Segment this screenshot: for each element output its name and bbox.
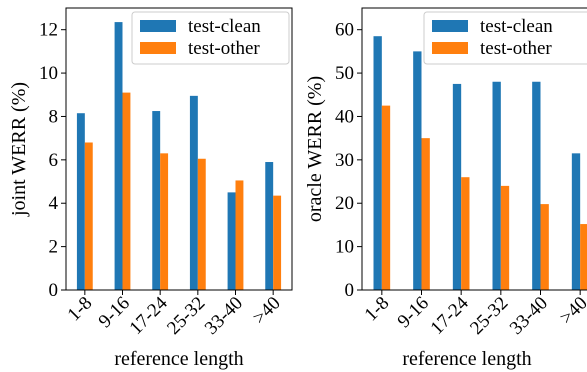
x-tick-label: 9-16	[394, 293, 433, 332]
bar-test-clean-9-16	[413, 51, 422, 290]
bar-test-other->40	[580, 224, 587, 290]
bar-test-clean-25-32	[189, 95, 198, 290]
bar-test-clean-1-8	[373, 36, 382, 291]
legend-swatch-test-clean	[432, 20, 468, 32]
y-axis-title: joint WERR (%)	[8, 82, 30, 217]
bar-test-other-17-24	[160, 153, 169, 290]
y-tick-label: 4	[49, 193, 59, 214]
bar-test-clean->40	[571, 153, 581, 290]
x-tick-label: >40	[556, 293, 587, 329]
y-tick-label: 8	[49, 106, 59, 127]
legend-swatch-test-other	[432, 42, 468, 54]
legend-label-test-clean: test-clean	[188, 16, 261, 37]
y-tick-label: 10	[335, 237, 354, 258]
bar-test-clean-33-40	[227, 192, 236, 290]
x-tick-label: 1-8	[361, 293, 394, 326]
bar-test-other-33-40	[235, 180, 244, 290]
x-tick-label: 33-40	[201, 293, 247, 339]
y-tick-label: 0	[49, 280, 59, 301]
bar-test-clean-1-8	[76, 113, 85, 291]
y-tick-label: 10	[39, 63, 58, 84]
plot-frame	[65, 7, 293, 291]
legend-swatch-test-clean	[140, 20, 176, 32]
bar-test-clean->40	[265, 162, 274, 290]
bar-test-other->40	[273, 195, 282, 290]
y-axis-title: oracle WERR (%)	[304, 76, 326, 222]
bar-test-other-9-16	[122, 92, 131, 290]
x-tick-label: 25-32	[163, 293, 209, 339]
legend-label-test-other: test-other	[480, 38, 552, 59]
bar-test-clean-33-40	[532, 81, 541, 290]
y-tick-label: 2	[49, 237, 59, 258]
x-tick-label: 17-24	[427, 292, 474, 339]
y-tick-label: 50	[335, 63, 354, 84]
bar-test-other-9-16	[421, 138, 430, 290]
x-axis-title: reference length	[114, 348, 243, 370]
bar-test-clean-25-32	[492, 81, 501, 290]
legend-label-test-clean: test-clean	[480, 16, 553, 37]
y-tick-label: 40	[335, 106, 354, 127]
plot-frame	[361, 7, 587, 291]
y-tick-label: 30	[335, 150, 354, 171]
bar-test-clean-9-16	[114, 22, 123, 290]
bar-test-other-17-24	[461, 177, 470, 290]
x-axis-title: reference length	[402, 348, 531, 370]
bar-test-other-33-40	[540, 204, 549, 290]
y-tick-label: 12	[39, 20, 58, 41]
x-tick-label: 25-32	[466, 293, 512, 339]
legend-swatch-test-other	[140, 42, 176, 54]
bar-test-clean-17-24	[452, 83, 462, 290]
x-tick-label: 1-8	[64, 293, 97, 326]
bar-test-other-25-32	[197, 158, 206, 290]
legend-label-test-other: test-other	[188, 38, 260, 59]
bar-test-other-25-32	[500, 185, 510, 290]
bar-test-other-1-8	[381, 105, 391, 291]
bar-test-other-1-8	[84, 142, 93, 290]
y-tick-label: 20	[335, 193, 354, 214]
x-tick-label: >40	[249, 293, 285, 329]
y-tick-label: 0	[345, 280, 355, 301]
y-tick-label: 60	[335, 20, 354, 41]
bar-test-clean-17-24	[152, 111, 161, 290]
y-tick-label: 6	[49, 150, 59, 171]
x-tick-label: 33-40	[506, 293, 552, 339]
x-tick-label: 17-24	[126, 292, 173, 339]
